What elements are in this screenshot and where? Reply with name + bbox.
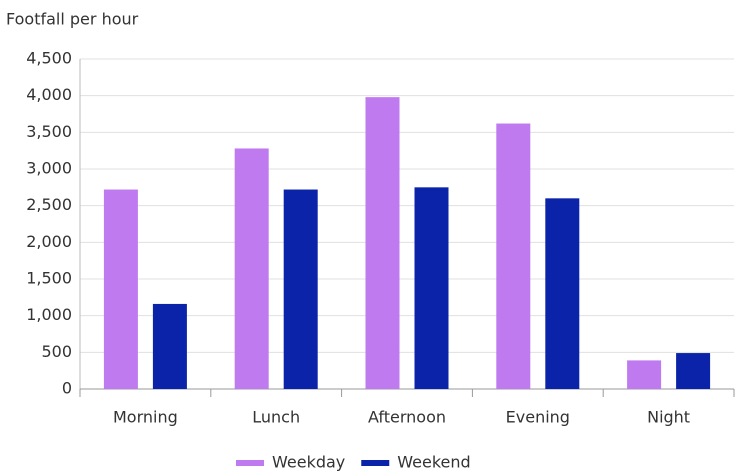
y-tick-label: 3,500 bbox=[26, 122, 72, 141]
bar bbox=[676, 353, 711, 389]
chart-title: Footfall per hour bbox=[6, 10, 139, 29]
y-tick-label: 1,500 bbox=[26, 269, 72, 288]
y-tick-label: 2,000 bbox=[26, 232, 72, 251]
y-tick-label: 4,500 bbox=[26, 49, 72, 68]
x-tick-label: Evening bbox=[506, 408, 570, 427]
legend-swatch bbox=[236, 460, 264, 466]
y-tick-label: 0 bbox=[62, 379, 72, 398]
x-tick-label: Morning bbox=[113, 408, 178, 427]
x-tick-label: Afternoon bbox=[368, 408, 446, 427]
bar bbox=[365, 97, 400, 389]
y-tick-label: 1,000 bbox=[26, 305, 72, 324]
y-tick-label: 4,000 bbox=[26, 85, 72, 104]
legend-label: Weekend bbox=[397, 453, 470, 472]
bar bbox=[627, 360, 662, 389]
bar bbox=[283, 189, 318, 389]
y-tick-label: 2,500 bbox=[26, 195, 72, 214]
bar bbox=[103, 189, 138, 389]
bar bbox=[414, 187, 449, 389]
legend-label: Weekday bbox=[272, 453, 345, 472]
bar bbox=[234, 148, 269, 389]
bar bbox=[152, 303, 187, 389]
x-tick-label: Night bbox=[647, 408, 690, 427]
y-tick-label: 3,000 bbox=[26, 159, 72, 178]
legend-swatch bbox=[361, 460, 390, 466]
x-tick-label: Lunch bbox=[252, 408, 300, 427]
bar bbox=[496, 123, 531, 390]
bar bbox=[545, 198, 580, 389]
y-tick-label: 500 bbox=[41, 342, 72, 361]
